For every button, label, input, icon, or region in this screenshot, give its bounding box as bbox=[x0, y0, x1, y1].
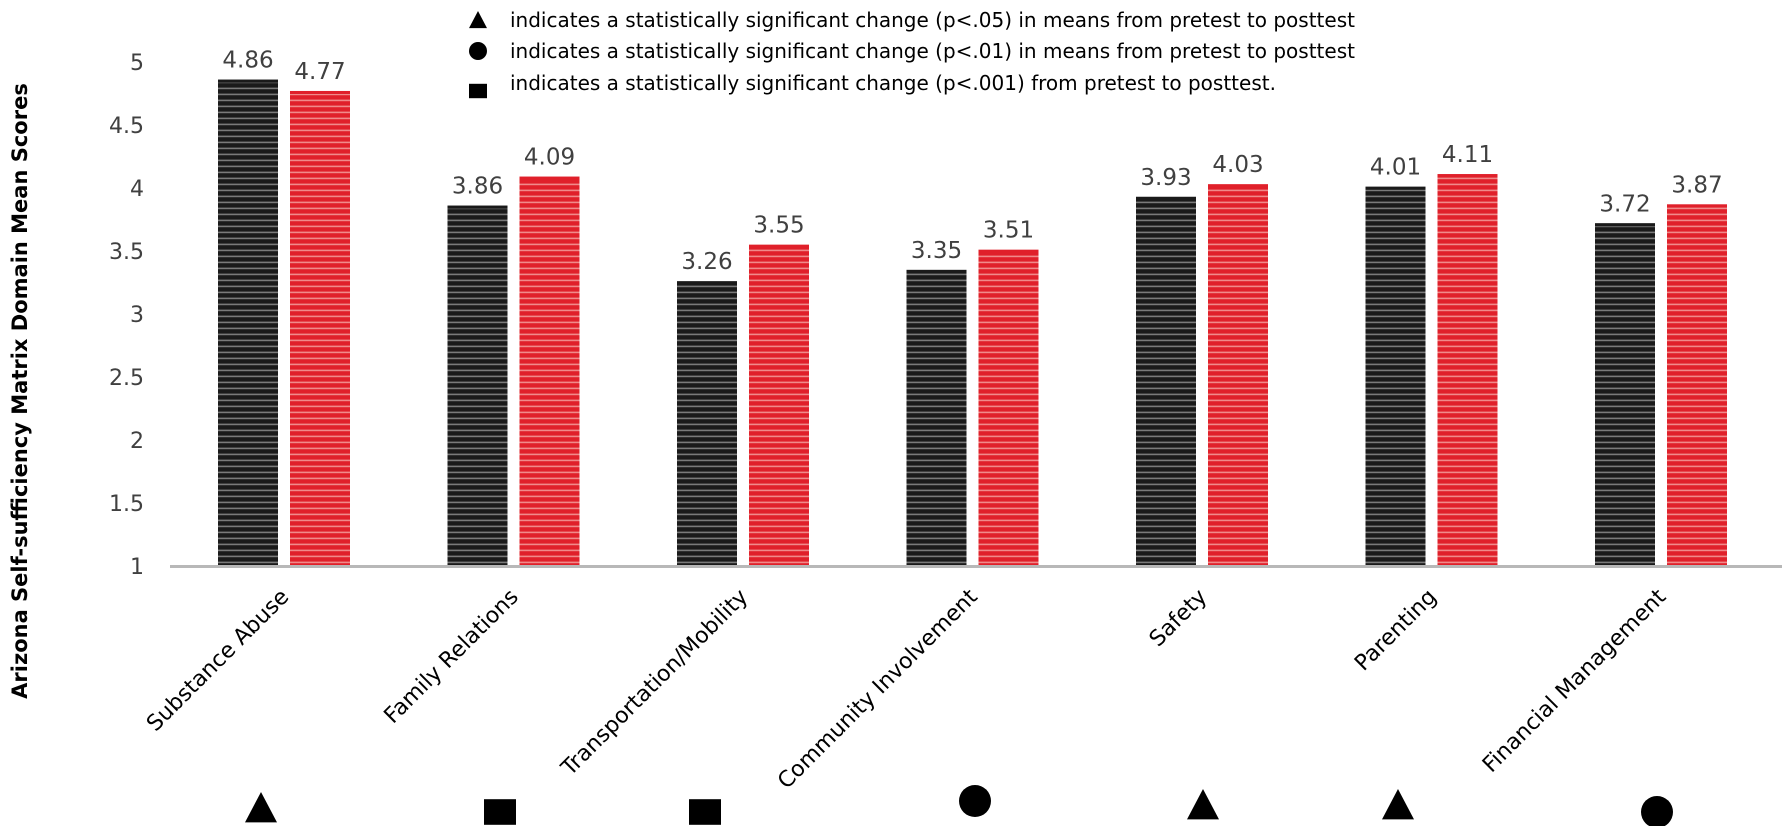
category-label: Safety bbox=[1145, 585, 1212, 652]
y-tick-label: 2.5 bbox=[109, 366, 144, 391]
bar-top-edge bbox=[447, 205, 508, 209]
bar-series-2 bbox=[1437, 174, 1498, 566]
category-label: Financial Management bbox=[1478, 584, 1671, 777]
bar-top-edge bbox=[677, 281, 737, 285]
data-label: 3.26 bbox=[681, 249, 732, 275]
bar-series-2 bbox=[1667, 204, 1727, 566]
y-tick-label: 2 bbox=[130, 429, 144, 454]
bar-series-1 bbox=[447, 205, 508, 566]
significance-marker-square-icon bbox=[689, 799, 721, 825]
data-label: 4.11 bbox=[1442, 142, 1493, 168]
data-label: 3.51 bbox=[983, 218, 1034, 244]
bar-top-edge bbox=[519, 176, 580, 180]
bar-series-2 bbox=[749, 244, 809, 566]
data-label: 3.72 bbox=[1599, 191, 1650, 217]
legend-entry: indicates a statistically significant ch… bbox=[510, 8, 1355, 32]
bar-top-edge bbox=[906, 269, 967, 273]
bar-series-1 bbox=[1136, 196, 1196, 566]
bar-top-edge bbox=[1595, 223, 1655, 227]
bar-top-edge bbox=[1667, 204, 1727, 208]
data-label: 4.77 bbox=[294, 59, 345, 85]
x-axis-line bbox=[170, 565, 1782, 568]
bar-top-edge bbox=[1208, 184, 1268, 188]
bar-top-edge bbox=[290, 90, 350, 94]
bar-top-edge bbox=[1136, 196, 1196, 200]
bar-series-1 bbox=[906, 269, 967, 566]
significance-marker-circle-icon bbox=[1641, 796, 1673, 826]
significance-marker-triangle-icon bbox=[1187, 789, 1219, 820]
legend-circle-icon bbox=[469, 42, 487, 60]
bar-series-1 bbox=[1595, 223, 1655, 566]
y-tick-label: 3 bbox=[130, 303, 144, 328]
data-label: 3.55 bbox=[753, 213, 804, 239]
y-tick-label: 5 bbox=[130, 51, 144, 76]
y-axis-title: Arizona Self-sufficiency Matrix Domain M… bbox=[8, 83, 32, 699]
y-tick-label: 4.5 bbox=[109, 114, 144, 139]
y-tick-label: 1.5 bbox=[109, 492, 144, 517]
significance-marker-triangle-icon bbox=[1382, 789, 1414, 820]
y-tick-label: 4 bbox=[130, 177, 144, 202]
data-label: 3.93 bbox=[1140, 165, 1191, 191]
legend-entry: indicates a statistically significant ch… bbox=[510, 71, 1276, 95]
data-label: 3.87 bbox=[1671, 172, 1722, 198]
bar-series-1 bbox=[677, 281, 737, 566]
legend-entry: indicates a statistically significant ch… bbox=[510, 39, 1355, 63]
significance-marker-circle-icon bbox=[959, 785, 991, 817]
data-label: 4.01 bbox=[1370, 155, 1421, 181]
bar-series-2 bbox=[519, 176, 580, 566]
bar-series-1 bbox=[1365, 186, 1426, 567]
bar-series-2 bbox=[978, 249, 1039, 567]
category-label: Parenting bbox=[1350, 585, 1442, 677]
data-label: 4.86 bbox=[222, 48, 273, 74]
bar-top-edge bbox=[218, 79, 278, 83]
category-label: Transportation/Mobility bbox=[556, 585, 753, 782]
category-label: Family Relations bbox=[380, 585, 524, 729]
category-label: Substance Abuse bbox=[142, 585, 294, 737]
significance-marker-triangle-icon bbox=[245, 792, 277, 823]
data-label: 3.35 bbox=[911, 238, 962, 264]
legend-triangle-icon bbox=[469, 11, 487, 29]
data-label: 3.86 bbox=[452, 174, 503, 200]
bar-top-edge bbox=[978, 249, 1039, 253]
bar-top-edge bbox=[749, 244, 809, 248]
bar-series-1 bbox=[218, 79, 278, 566]
bar-top-edge bbox=[1437, 174, 1498, 178]
bar-series-2 bbox=[290, 90, 350, 566]
data-label: 4.03 bbox=[1212, 152, 1263, 178]
bar-top-edge bbox=[1365, 186, 1426, 190]
category-label: Community Involvement bbox=[773, 584, 983, 794]
legend-square-icon bbox=[469, 83, 487, 99]
y-tick-label: 1 bbox=[130, 555, 144, 580]
y-tick-label: 3.5 bbox=[109, 240, 144, 265]
data-label: 4.09 bbox=[524, 145, 575, 171]
significance-marker-square-icon bbox=[484, 799, 516, 825]
bar-series-2 bbox=[1208, 184, 1268, 566]
